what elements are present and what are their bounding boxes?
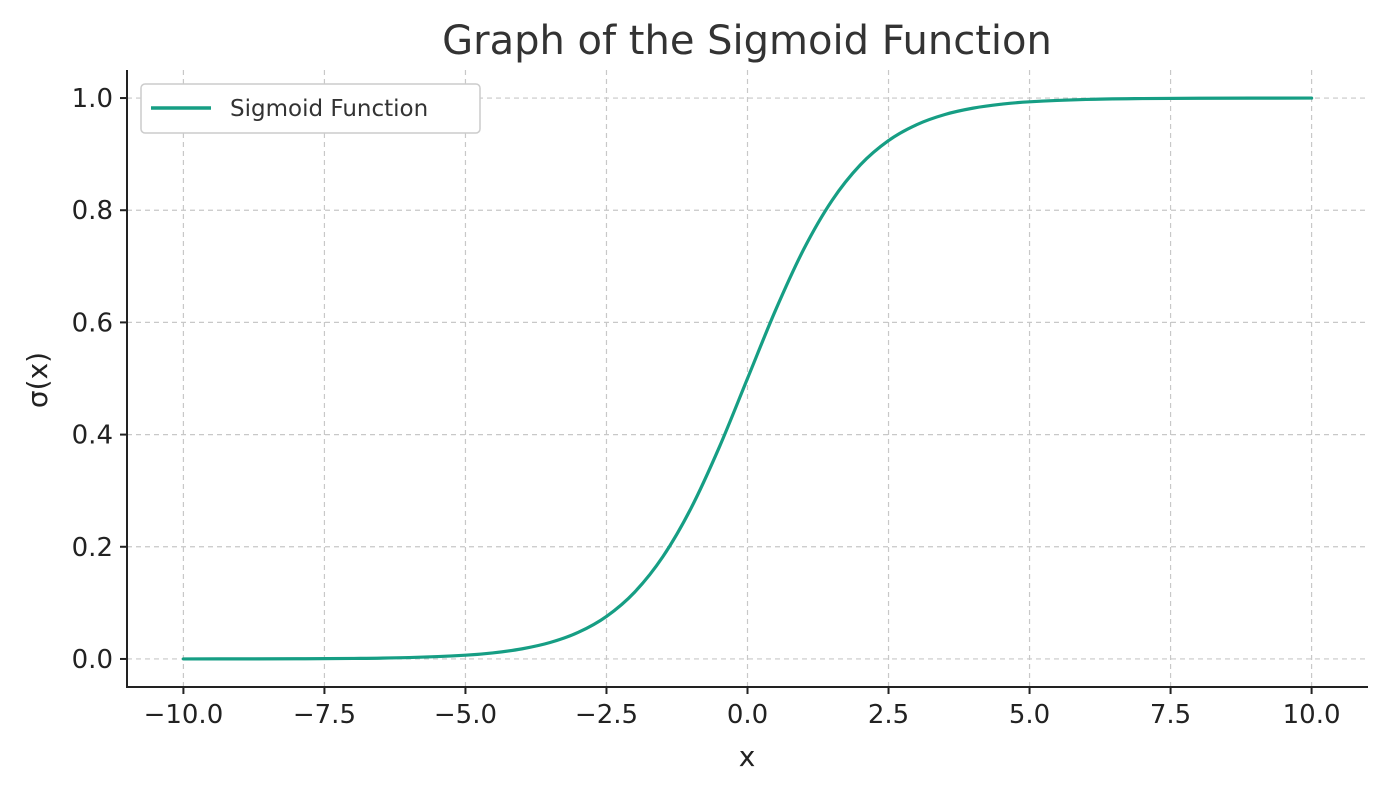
y-axis-ticks: 0.0 0.2 0.4 0.6 0.8 1.0 bbox=[72, 84, 127, 675]
x-tick-label: 0.0 bbox=[727, 700, 768, 730]
x-tick-label: 10.0 bbox=[1283, 700, 1341, 730]
x-tick-label: −10.0 bbox=[144, 700, 224, 730]
x-axis-label: x bbox=[739, 740, 756, 773]
legend-box bbox=[140, 83, 481, 134]
y-tick-label: 0.4 bbox=[72, 421, 113, 451]
x-tick-label: −7.5 bbox=[293, 700, 356, 730]
x-tick-label: 7.5 bbox=[1150, 700, 1191, 730]
x-tick-label: 5.0 bbox=[1009, 700, 1050, 730]
y-tick-label: 0.6 bbox=[72, 308, 113, 338]
y-tick-label: 0.8 bbox=[72, 196, 113, 226]
sigmoid-series-line bbox=[181, 96, 1314, 661]
legend-label: Sigmoid Function bbox=[230, 96, 428, 122]
chart-title: Graph of the Sigmoid Function bbox=[442, 18, 1052, 64]
x-tick-label: 2.5 bbox=[868, 700, 909, 730]
x-tick-label: −5.0 bbox=[434, 700, 497, 730]
y-tick-label: 1.0 bbox=[72, 84, 113, 114]
y-tick-label: 0.2 bbox=[72, 533, 113, 563]
y-tick-label: 0.0 bbox=[72, 645, 113, 675]
x-tick-label: −2.5 bbox=[575, 700, 638, 730]
series-layer bbox=[181, 96, 1314, 661]
x-axis-ticks: −10.0 −7.5 −5.0 −2.5 0.0 2.5 5.0 7.5 10.0 bbox=[144, 687, 1341, 730]
y-axis-label: σ(x) bbox=[21, 352, 54, 408]
legend: Sigmoid Function bbox=[140, 83, 481, 134]
